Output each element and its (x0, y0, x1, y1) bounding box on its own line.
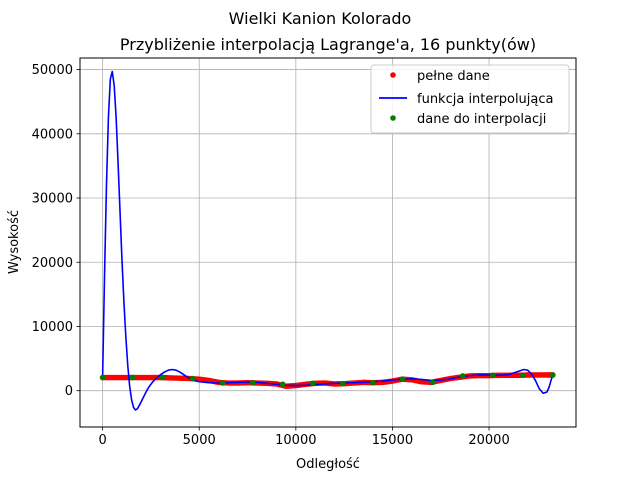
y-tick-label: 40000 (32, 127, 73, 142)
interpolation-node (309, 380, 316, 387)
interpolation-node (369, 379, 376, 386)
x-tick-label: 10000 (275, 433, 316, 448)
legend: pełne dane funkcja interpolująca dane do… (370, 64, 570, 134)
x-tick-label: 20000 (468, 433, 509, 448)
grid-layer (80, 58, 576, 427)
interpolation-node (189, 375, 196, 382)
interpolation-node (459, 373, 466, 379)
y-tick-label: 0 (65, 384, 73, 399)
tick-layer: 0 5000 10000 15000 20000 0 10000 20000 30000 4000… (32, 63, 510, 448)
interpolation-node (429, 379, 436, 386)
interpolation-node (219, 380, 226, 386)
x-axis-label: Odległość (296, 457, 360, 472)
interpolation-node (489, 372, 496, 379)
legend-box (370, 64, 570, 134)
legend-label-full-data: pełne dane (417, 69, 490, 84)
legend-label-nodes: dane do interpolacji (417, 112, 546, 127)
interpolation-node (159, 374, 166, 381)
interpolation-node (249, 379, 256, 386)
legend-label-interpolation: funkcja interpolująca (417, 92, 553, 107)
interpolation-node (550, 372, 556, 378)
y-axis-label: Wysokość (7, 210, 22, 274)
legend-marker-nodes (390, 115, 396, 121)
interpolation-node (99, 374, 106, 381)
plot-frame (79, 57, 577, 428)
y-tick-label: 30000 (32, 192, 73, 207)
y-tick-label: 20000 (32, 256, 73, 271)
interpolation-node (129, 374, 136, 381)
chart-title: Wielki Kanion Kolorado (229, 9, 412, 28)
y-tick-label: 10000 (32, 320, 73, 335)
x-tick-label: 15000 (372, 433, 413, 448)
chart-subtitle: Przybliżenie interpolacją Lagrange'a, 16… (120, 35, 536, 54)
interpolation-node (339, 380, 346, 387)
interpolation-node (279, 381, 286, 388)
interpolation-node (520, 372, 526, 379)
x-tick-label: 5000 (183, 433, 216, 448)
y-tick-label: 50000 (32, 63, 73, 78)
data-layer (99, 70, 556, 411)
interpolation-node (399, 376, 406, 382)
legend-marker-full-data (390, 72, 396, 78)
x-tick-label: 0 (98, 433, 106, 448)
